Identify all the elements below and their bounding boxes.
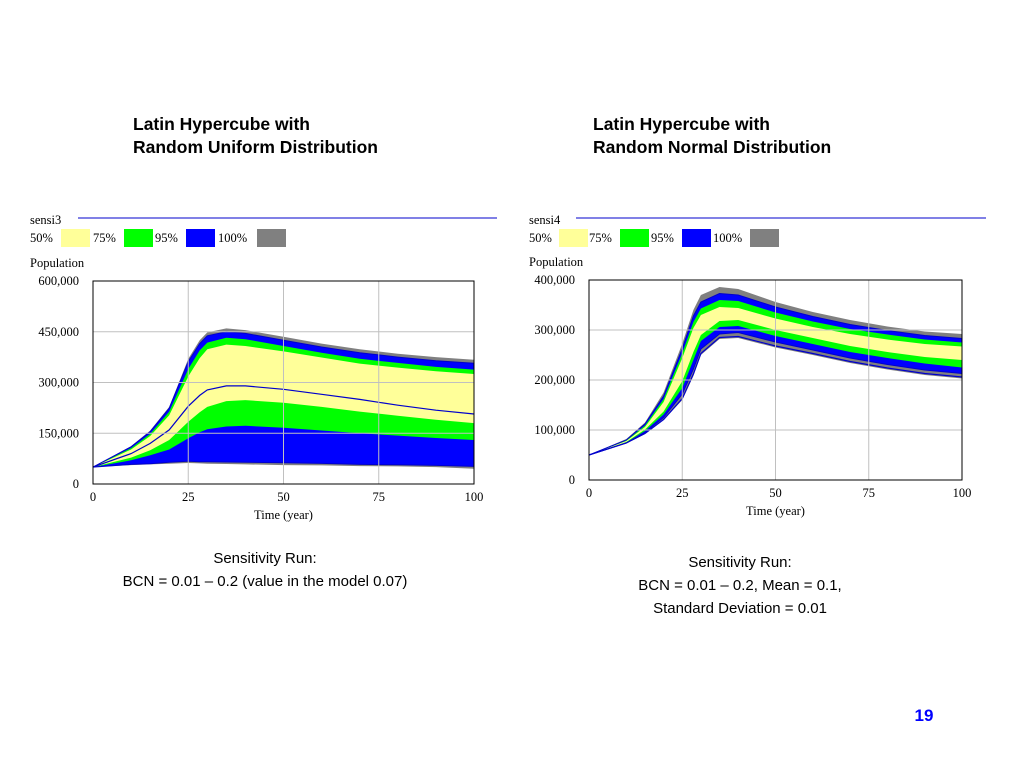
plot-frame xyxy=(92,280,475,485)
x-tick-label: 50 xyxy=(769,486,782,500)
page-number: 19 xyxy=(914,706,934,725)
reference-line xyxy=(92,385,475,468)
right-caption-line-1: Sensitivity Run: xyxy=(688,554,792,571)
legend-label: 95% xyxy=(651,231,674,245)
left-caption-line-1: Sensitivity Run: xyxy=(213,550,317,567)
y-tick-label: 150,000 xyxy=(38,426,79,440)
x-tick-label: 0 xyxy=(90,490,96,504)
reference-line xyxy=(588,335,963,456)
y-tick-label: 0 xyxy=(73,477,79,491)
x-tick-label: 75 xyxy=(863,486,876,500)
y-tick-label: 300,000 xyxy=(534,323,575,337)
x-tick-label: 100 xyxy=(953,486,972,500)
left-caption-line-2: BCN = 0.01 – 0.2 (value in the model 0.0… xyxy=(122,573,408,590)
left-title-line-1: Latin Hypercube with xyxy=(133,114,310,134)
legend-swatch xyxy=(124,229,153,247)
left-title-line-2: Random Uniform Distribution xyxy=(133,137,378,157)
legend-label: 50% xyxy=(529,231,552,245)
right-chart-title: Latin Hypercube with Random Normal Distr… xyxy=(593,113,831,159)
left-chart-title: Latin Hypercube with Random Uniform Dist… xyxy=(133,113,378,159)
sensitivity-name: sensi3 xyxy=(30,213,61,227)
x-tick-label: 75 xyxy=(373,490,386,504)
legend-swatch xyxy=(186,229,215,247)
legend-swatch xyxy=(682,229,711,247)
y-tick-label: 300,000 xyxy=(38,376,79,390)
y-tick-label: 450,000 xyxy=(38,325,79,339)
x-axis-label: Time (year) xyxy=(254,508,313,522)
left-caption: Sensitivity Run: BCN = 0.01 – 0.2 (value… xyxy=(70,547,460,593)
x-tick-label: 50 xyxy=(277,490,290,504)
right-title-line-2: Random Normal Distribution xyxy=(593,137,832,157)
legend-label: 75% xyxy=(589,231,612,245)
legend-swatch xyxy=(257,229,286,247)
band-edge-lower xyxy=(92,460,475,468)
x-axis-label: Time (year) xyxy=(746,504,805,518)
band-edge-lower xyxy=(588,331,963,456)
y-tick-label: 600,000 xyxy=(38,274,79,288)
legend-label: 95% xyxy=(155,231,178,245)
y-tick-label: 100,000 xyxy=(534,423,575,437)
legend-swatch xyxy=(61,229,90,247)
right-title-line-1: Latin Hypercube with xyxy=(593,114,770,134)
right-chart: sensi4 50% 75% 95% 100% Population 0 25 50 75 100 0… xyxy=(529,213,986,518)
legend-swatch xyxy=(620,229,649,247)
right-caption-line-2: BCN = 0.01 – 0.2, Mean = 0.1, xyxy=(638,577,842,594)
right-caption-line-3: Standard Deviation = 0.01 xyxy=(653,600,827,617)
band-edge-upper xyxy=(588,292,963,456)
legend-label: 50% xyxy=(30,231,53,245)
legend-swatch xyxy=(559,229,588,247)
right-caption: Sensitivity Run: BCN = 0.01 – 0.2, Mean … xyxy=(560,551,920,620)
x-tick-label: 25 xyxy=(182,490,195,504)
x-tick-label: 25 xyxy=(676,486,689,500)
x-tick-label: 0 xyxy=(586,486,592,500)
sensitivity-name: sensi4 xyxy=(529,213,561,227)
plot-frame xyxy=(588,279,963,481)
y-tick-label: 200,000 xyxy=(534,373,575,387)
y-tick-label: 400,000 xyxy=(534,273,575,287)
legend-label: 100% xyxy=(713,231,742,245)
legend-label: 75% xyxy=(93,231,116,245)
left-chart: sensi3 50% 75% 95% 100% Population 0 25 50 75 100 0… xyxy=(30,213,497,522)
x-tick-label: 100 xyxy=(465,490,484,504)
legend-label: 100% xyxy=(218,231,247,245)
variable-label: Population xyxy=(30,256,85,270)
y-tick-label: 0 xyxy=(569,473,575,487)
legend-swatch xyxy=(750,229,779,247)
variable-label: Population xyxy=(529,255,584,269)
